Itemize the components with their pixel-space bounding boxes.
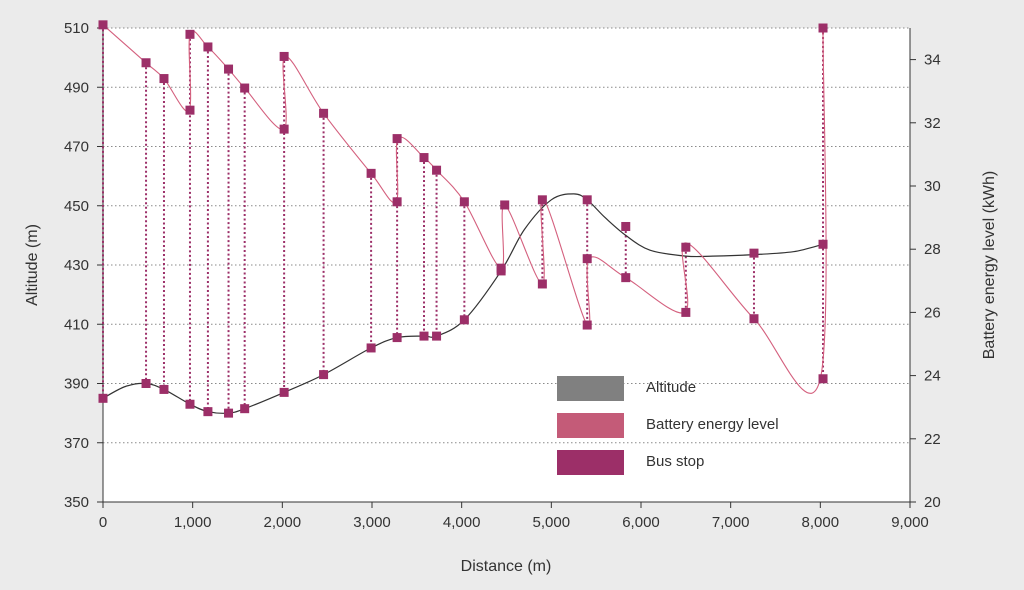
bus-stop-marker	[98, 20, 108, 30]
x-tick-label: 7,000	[712, 514, 750, 531]
bus-stop-marker	[279, 51, 289, 61]
bus-stop-marker	[159, 74, 169, 84]
bus-stop-marker	[537, 195, 547, 205]
x-axis-title: Distance (m)	[461, 558, 552, 575]
bus-stop-marker	[159, 384, 169, 394]
bus-stop-marker	[203, 42, 213, 52]
bus-stop-marker	[582, 320, 592, 330]
bus-stop-marker	[141, 58, 151, 68]
bus-stop-marker	[459, 315, 469, 325]
legend-label-bus-stop: Bus stop	[646, 453, 704, 470]
bus-stop-marker	[582, 254, 592, 264]
bus-stop-marker	[98, 393, 108, 403]
y2-tick-label: 34	[924, 52, 941, 69]
x-tick-label: 6,000	[622, 514, 660, 531]
y2-tick-label: 30	[924, 178, 941, 195]
y-tick-label: 430	[64, 257, 89, 274]
y-tick-label: 450	[64, 198, 89, 215]
bus-stop-marker	[392, 197, 402, 207]
bus-stop-marker	[749, 248, 759, 258]
battery-line	[102, 24, 827, 394]
bus-stop-marker	[366, 343, 376, 353]
bus-stop-marker	[319, 370, 329, 380]
altitude-line	[102, 193, 824, 414]
y2-tick-label: 22	[924, 431, 941, 448]
x-tick-label: 1,000	[174, 514, 212, 531]
bus-stop-marker	[279, 387, 289, 397]
x-tick-label: 2,000	[264, 514, 302, 531]
bus-stop-marker	[392, 333, 402, 343]
bus-stop-marker	[203, 407, 213, 417]
bus-stop-marker	[621, 221, 631, 231]
y2-tick-label: 28	[924, 241, 941, 258]
bus-stop-marker	[240, 83, 250, 93]
x-tick-label: 5,000	[533, 514, 571, 531]
bus-stop-marker	[366, 168, 376, 178]
bus-stop-marker	[240, 404, 250, 414]
y2-axis-title: Battery energy level (kWh)	[981, 171, 998, 360]
bus-stop-marker	[621, 273, 631, 283]
legend-swatch-bus-stop	[557, 450, 624, 475]
x-tick-label: 4,000	[443, 514, 481, 531]
y-tick-label: 390	[64, 376, 89, 393]
y-axis-title: Altitude (m)	[24, 224, 41, 306]
bus-stop-marker	[224, 64, 234, 74]
bus-stop-marker	[185, 399, 195, 409]
bus-stop-marker	[818, 374, 828, 384]
y2-tick-label: 26	[924, 304, 941, 321]
bus-stop-marker	[419, 153, 429, 163]
bus-stop-marker	[496, 263, 506, 273]
bus-stop-marker	[818, 23, 828, 33]
bus-stop-marker	[582, 195, 592, 205]
x-tick-label: 9,000	[891, 514, 929, 531]
bus-stop-marker	[537, 279, 547, 289]
bus-stop-marker	[681, 242, 691, 252]
x-tick-label: 0	[99, 514, 107, 531]
legend-label-battery: Battery energy level	[646, 416, 779, 433]
y2-tick-label: 24	[924, 368, 941, 385]
bus-stop-marker	[185, 29, 195, 39]
grid	[103, 27, 910, 444]
bus-stop-marker	[319, 108, 329, 118]
y2-tick-label: 20	[924, 494, 941, 511]
y-tick-label: 490	[64, 79, 89, 96]
x-tick-label: 8,000	[802, 514, 840, 531]
bus-stop-marker	[392, 134, 402, 144]
bus-stop-marker	[500, 200, 510, 210]
legend-label-altitude: Altitude	[646, 379, 696, 396]
legend-swatch-altitude	[557, 376, 624, 401]
bus-stop-marker	[432, 331, 442, 341]
bus-stop-marker	[459, 197, 469, 207]
y-tick-label: 470	[64, 139, 89, 156]
series-lines	[102, 24, 827, 414]
bus-stop-marker	[818, 239, 828, 249]
bus-stop-marker	[141, 379, 151, 388]
bus-stop-marker	[749, 314, 759, 324]
legend: Altitude Battery energy level Bus stop	[557, 376, 779, 475]
bus-stop-marker	[279, 124, 289, 134]
y2-tick-label: 32	[924, 115, 941, 132]
bus-stop-marker	[419, 331, 429, 341]
bus-stop-markers	[98, 20, 828, 418]
bus-stop-droplines	[102, 24, 825, 414]
y-tick-label: 510	[64, 20, 89, 37]
y-tick-label: 370	[64, 435, 89, 452]
y-tick-label: 410	[64, 316, 89, 333]
bus-stop-marker	[432, 165, 442, 175]
legend-swatch-battery	[557, 413, 624, 438]
tick-labels: 0 1,000 2,000 3,000 4,000 5,000 6,000 7,000 8,00…	[64, 20, 941, 531]
x-tick-label: 3,000	[353, 514, 391, 531]
bus-stop-marker	[185, 105, 195, 115]
bus-stop-marker	[224, 408, 234, 418]
bus-stop-marker	[681, 307, 691, 317]
y-tick-label: 350	[64, 494, 89, 511]
